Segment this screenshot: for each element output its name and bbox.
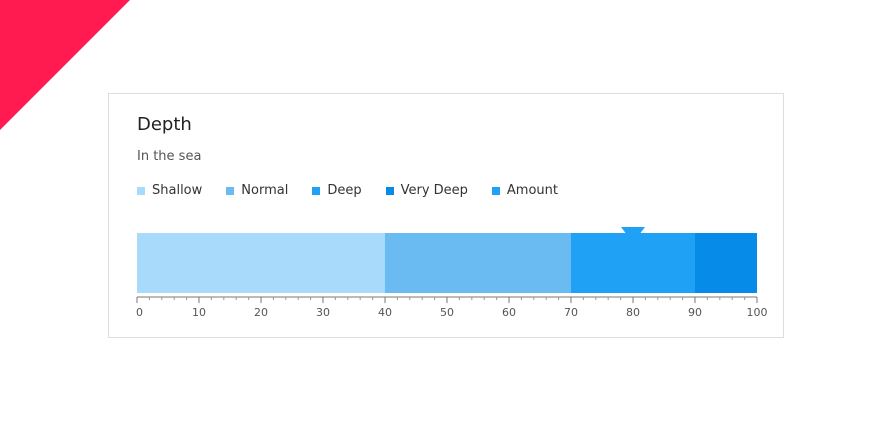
x-tick-label: 70 xyxy=(564,306,578,319)
legend-item-amount[interactable]: Amount xyxy=(491,183,558,198)
legend-item-shallow[interactable]: Shallow xyxy=(137,183,202,198)
x-tick-label: 100 xyxy=(747,306,768,319)
x-tick-label: 10 xyxy=(192,306,206,319)
legend-item-very-deep[interactable]: Very Deep xyxy=(385,183,468,198)
legend-label-deep: Deep xyxy=(327,183,362,198)
legend-label-very-deep: Very Deep xyxy=(400,183,468,198)
x-tick-label: 50 xyxy=(440,306,454,319)
legend-label-normal: Normal xyxy=(241,183,289,198)
x-tick-label: 20 xyxy=(254,306,268,319)
range-band-normal xyxy=(385,233,571,293)
legend-swatch-shallow xyxy=(137,186,145,195)
chart-subtitle: In the sea xyxy=(137,149,202,164)
bullet-chart: 0 10 20 30 40 50 60 70 80 90 100 xyxy=(136,227,768,319)
chart-card: Depth In the sea Shallow Normal Deep Ver… xyxy=(108,93,784,338)
x-tick-label: 60 xyxy=(502,306,516,319)
measure-marker xyxy=(621,227,645,243)
chart-title: Depth xyxy=(137,114,192,135)
legend-item-normal[interactable]: Normal xyxy=(226,183,288,198)
legend-swatch-very-deep xyxy=(385,186,394,195)
legend-item-deep[interactable]: Deep xyxy=(312,183,362,198)
x-tick-label: 80 xyxy=(626,306,640,319)
legend-label-shallow: Shallow xyxy=(152,183,203,198)
legend-swatch-deep xyxy=(312,186,321,195)
legend-swatch-amount xyxy=(491,186,500,195)
corner-triangle-decoration xyxy=(0,0,130,130)
legend: Shallow Normal Deep Very Deep Amount xyxy=(137,183,582,198)
x-tick-label: 40 xyxy=(378,306,392,319)
range-band-shallow xyxy=(137,233,385,293)
legend-swatch-normal xyxy=(226,186,235,195)
range-band-very-deep xyxy=(695,233,757,293)
x-tick-label: 0 xyxy=(136,306,143,319)
x-tick-label: 30 xyxy=(316,306,330,319)
x-tick-label: 90 xyxy=(688,306,702,319)
legend-label-amount: Amount xyxy=(506,183,558,198)
